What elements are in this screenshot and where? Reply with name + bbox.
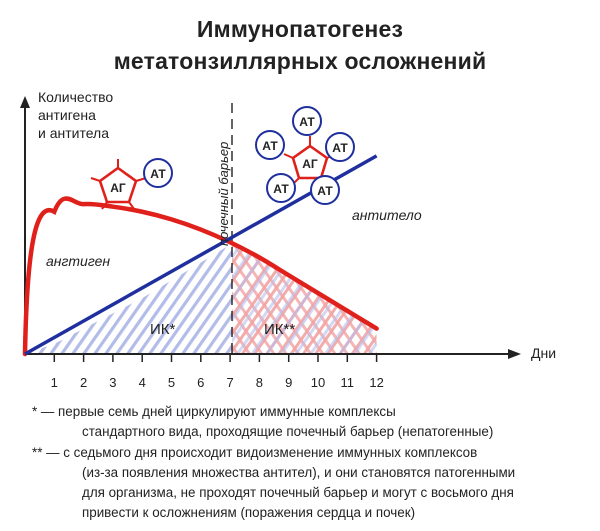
x-axis-arrow bbox=[508, 349, 521, 359]
x-tick-label: 2 bbox=[80, 375, 87, 390]
antibody-circle-right bbox=[325, 132, 355, 162]
single-complex-icon: АГ АТ bbox=[90, 158, 173, 210]
x-tick-label: 3 bbox=[109, 375, 116, 390]
antigen-label: ангтиген bbox=[46, 253, 110, 269]
antibody-circle bbox=[143, 158, 173, 188]
antigen-symbol: АГ bbox=[110, 181, 126, 195]
antibody-symbol-left: АТ bbox=[262, 139, 278, 153]
y-axis-label-line-2: антигена bbox=[38, 107, 96, 123]
x-tick-label: 10 bbox=[311, 375, 325, 390]
antibody-symbol-top: АТ bbox=[299, 115, 315, 129]
x-tick-label: 1 bbox=[51, 375, 58, 390]
antigen-spike bbox=[90, 177, 101, 182]
antigen-curve bbox=[22, 196, 379, 357]
x-tick-label: 8 bbox=[256, 375, 263, 390]
x-axis-ticks: 1 2 3 4 5 6 7 8 9 10 11 12 bbox=[51, 354, 384, 390]
x-tick-label: 12 bbox=[369, 375, 383, 390]
footnote-2-line-1: ** — с седьмого дня происходит видоизмен… bbox=[32, 445, 478, 460]
antigen-pentagon bbox=[98, 166, 138, 204]
footnote-2-line-4: привести к осложнениям (поражения сердца… bbox=[82, 505, 416, 520]
y-axis-label-line-1: Количество bbox=[38, 89, 114, 105]
antibody-circle-bottom-left bbox=[266, 173, 296, 203]
antigen-spike bbox=[283, 153, 294, 159]
y-axis-label-line-3: и антитела bbox=[38, 125, 109, 141]
ik-standard-label: ИК* bbox=[150, 321, 176, 338]
antibody-symbol-bottom-left: АТ bbox=[273, 182, 289, 196]
y-axis-arrow bbox=[20, 96, 30, 108]
x-tick-label: 6 bbox=[197, 375, 204, 390]
footnote-1-line-1: * — первые семь дней циркулируют иммунны… bbox=[32, 404, 396, 419]
footnote-1-line-2: стандартного вида, проходящие почечный б… bbox=[82, 424, 494, 439]
antigen-spike bbox=[128, 201, 135, 210]
footnote-2-line-2: (из-за появления множества антител), и о… bbox=[82, 465, 516, 480]
ik-pathogenic-label: ИК** bbox=[264, 321, 295, 338]
antigen-symbol-center: АГ bbox=[302, 157, 318, 171]
x-tick-label: 7 bbox=[226, 375, 233, 390]
x-tick-label: 9 bbox=[285, 375, 292, 390]
antibody-circle-top bbox=[292, 106, 322, 136]
x-tick-label: 11 bbox=[341, 375, 355, 390]
antibody-symbol-bottom-right: АТ bbox=[317, 184, 333, 198]
kidney-barrier-label: почечный барьер bbox=[216, 142, 231, 246]
antibody-circle-bottom-right bbox=[310, 175, 340, 205]
x-axis-label: Дни bbox=[531, 345, 557, 361]
antibody-circle-left bbox=[255, 130, 285, 160]
footnote-2-line-3: для организма, не проходят почечный барь… bbox=[82, 485, 514, 500]
multi-complex-icon: АГ АТ АТ АТ АТ АТ bbox=[255, 106, 355, 205]
antibody-label: антитело bbox=[352, 207, 422, 223]
x-tick-label: 5 bbox=[168, 375, 175, 390]
x-tick-label: 4 bbox=[139, 375, 146, 390]
y-axis-label: Количество антигена и антитела bbox=[38, 88, 113, 142]
antibody-symbol: АТ bbox=[150, 167, 166, 181]
antigen-spike bbox=[101, 201, 108, 210]
antibody-symbol-right: АТ bbox=[332, 141, 348, 155]
antigen-pentagon-center bbox=[291, 144, 329, 180]
page-title-line-1: Иммунопатогенез bbox=[196, 16, 404, 42]
ik-hatch-region bbox=[30, 244, 377, 354]
page-title-line-2: метатонзиллярных осложнений bbox=[113, 48, 487, 74]
